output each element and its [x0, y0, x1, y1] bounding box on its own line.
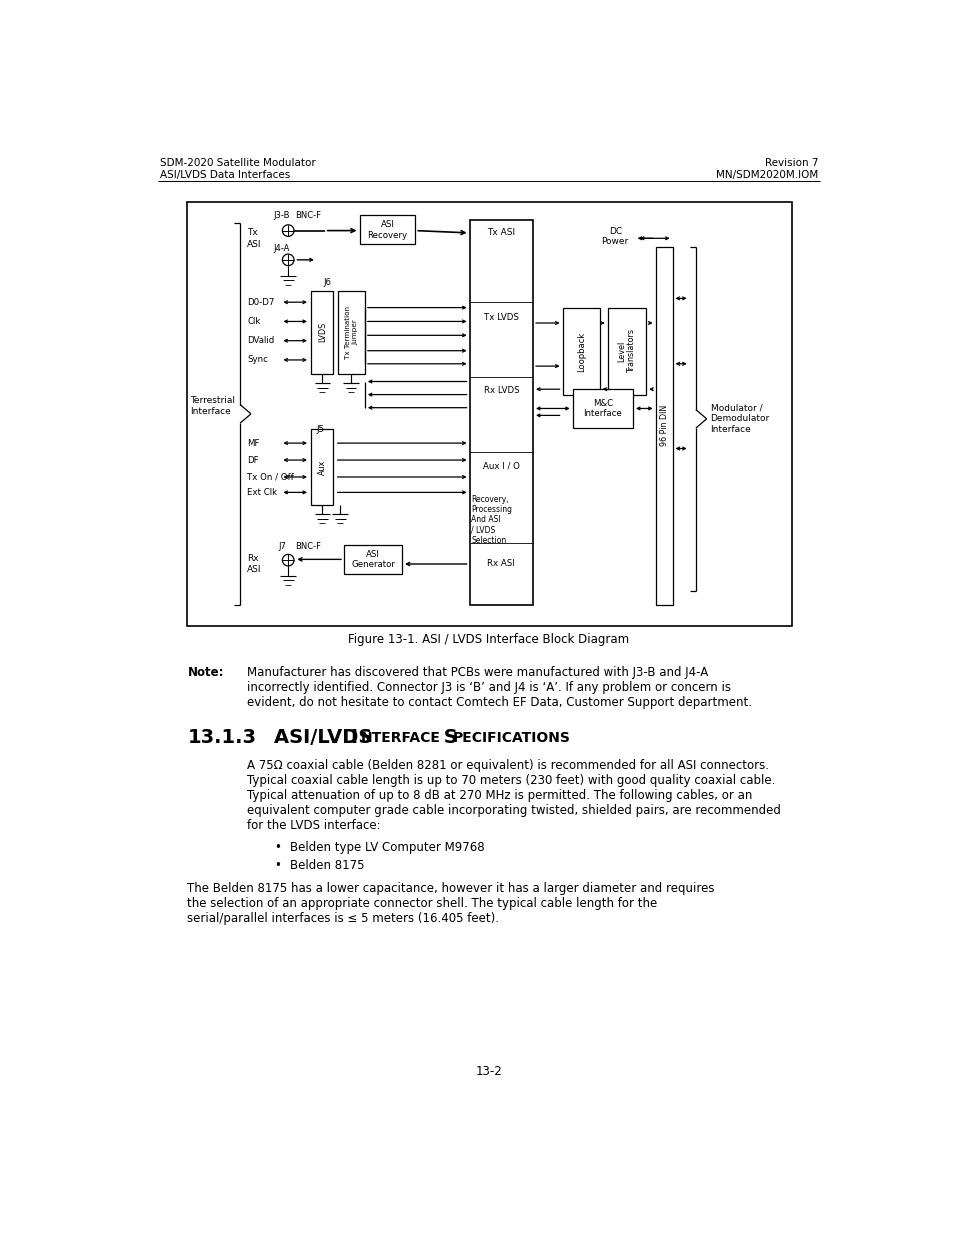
- Text: Level
Translators: Level Translators: [617, 330, 636, 373]
- Text: The Belden 8175 has a lower capacitance, however it has a larger diameter and re: The Belden 8175 has a lower capacitance,…: [187, 882, 714, 925]
- Text: BNC-F: BNC-F: [295, 542, 321, 551]
- Text: MN/SDM2020M.IOM: MN/SDM2020M.IOM: [716, 169, 818, 180]
- Text: S: S: [436, 727, 457, 747]
- Text: ASI: ASI: [247, 564, 261, 574]
- Bar: [359, 215, 415, 245]
- Text: 96 Pin DIN: 96 Pin DIN: [659, 405, 668, 446]
- Text: ASI/LVDS Data Interfaces: ASI/LVDS Data Interfaces: [159, 169, 290, 180]
- Bar: [344, 545, 402, 574]
- Text: A 75Ω coaxial cable (Belden 8281 or equivalent) is recommended for all ASI conne: A 75Ω coaxial cable (Belden 8281 or equi…: [247, 758, 781, 832]
- Text: ASI: ASI: [247, 240, 261, 249]
- Text: J6: J6: [323, 278, 331, 288]
- Text: D0-D7: D0-D7: [247, 298, 274, 306]
- Bar: [187, 203, 791, 626]
- Text: J7: J7: [277, 542, 286, 551]
- Text: LVDS: LVDS: [317, 322, 327, 342]
- Text: Belden 8175: Belden 8175: [290, 858, 364, 872]
- Text: Loopback: Loopback: [576, 331, 585, 372]
- Text: J4-A: J4-A: [274, 243, 290, 253]
- Text: PECIFICATIONS: PECIFICATIONS: [452, 731, 570, 745]
- Text: Ext Clk: Ext Clk: [247, 488, 277, 496]
- Text: ASI
Recovery: ASI Recovery: [367, 220, 407, 240]
- Text: J3-B: J3-B: [274, 211, 290, 220]
- Bar: [655, 247, 672, 605]
- Text: ASI/LVDS: ASI/LVDS: [274, 727, 379, 747]
- Text: Sync: Sync: [247, 356, 268, 364]
- Text: Belden type LV Computer M9768: Belden type LV Computer M9768: [290, 841, 484, 855]
- Text: Rx ASI: Rx ASI: [487, 559, 515, 568]
- Text: Manufacturer has discovered that PCBs were manufactured with J3-B and J4-A
incor: Manufacturer has discovered that PCBs we…: [247, 667, 751, 709]
- Text: SDM-2020 Satellite Modulator: SDM-2020 Satellite Modulator: [159, 158, 315, 168]
- Bar: [469, 220, 533, 605]
- Text: Rx: Rx: [247, 555, 258, 563]
- Bar: [311, 290, 333, 374]
- Text: DValid: DValid: [247, 336, 274, 346]
- Text: 13.1.3: 13.1.3: [187, 727, 256, 747]
- Text: Tx LVDS: Tx LVDS: [483, 314, 518, 322]
- Text: I: I: [350, 727, 357, 747]
- Text: MF: MF: [247, 438, 259, 447]
- Text: Tx On / Off: Tx On / Off: [247, 473, 294, 482]
- Bar: [337, 290, 365, 374]
- Bar: [572, 389, 633, 427]
- Text: Figure 13-1. ASI / LVDS Interface Block Diagram: Figure 13-1. ASI / LVDS Interface Block …: [348, 634, 629, 646]
- Text: Tx: Tx: [247, 228, 257, 237]
- Text: Modulator /
Demodulator
Interface: Modulator / Demodulator Interface: [710, 404, 769, 433]
- Text: •: •: [274, 841, 281, 855]
- Bar: [562, 309, 599, 395]
- Text: Recovery,
Processing
And ASI
/ LVDS
Selection: Recovery, Processing And ASI / LVDS Sele…: [471, 495, 512, 546]
- Text: M&C
Interface: M&C Interface: [583, 399, 621, 419]
- Text: Aux I / O: Aux I / O: [482, 462, 519, 471]
- Text: Clk: Clk: [247, 317, 260, 326]
- Text: Revision 7: Revision 7: [764, 158, 818, 168]
- Text: J5: J5: [316, 425, 324, 433]
- Text: 13-2: 13-2: [475, 1065, 502, 1078]
- Bar: [311, 430, 333, 505]
- Bar: [607, 309, 645, 395]
- Text: Note:: Note:: [187, 667, 224, 679]
- Text: NTERFACE: NTERFACE: [360, 731, 439, 745]
- Text: Tx Termination
Jumper: Tx Termination Jumper: [344, 306, 357, 358]
- Text: Aux: Aux: [317, 459, 327, 474]
- Text: DC
Power: DC Power: [601, 227, 628, 247]
- Text: Tx ASI: Tx ASI: [487, 228, 515, 237]
- Text: ASI
Generator: ASI Generator: [351, 550, 395, 569]
- Text: Rx LVDS: Rx LVDS: [483, 387, 518, 395]
- Text: •: •: [274, 858, 281, 872]
- Text: Terrestrial
Interface: Terrestrial Interface: [191, 396, 235, 416]
- Text: DF: DF: [247, 456, 258, 464]
- Text: BNC-F: BNC-F: [295, 211, 321, 220]
